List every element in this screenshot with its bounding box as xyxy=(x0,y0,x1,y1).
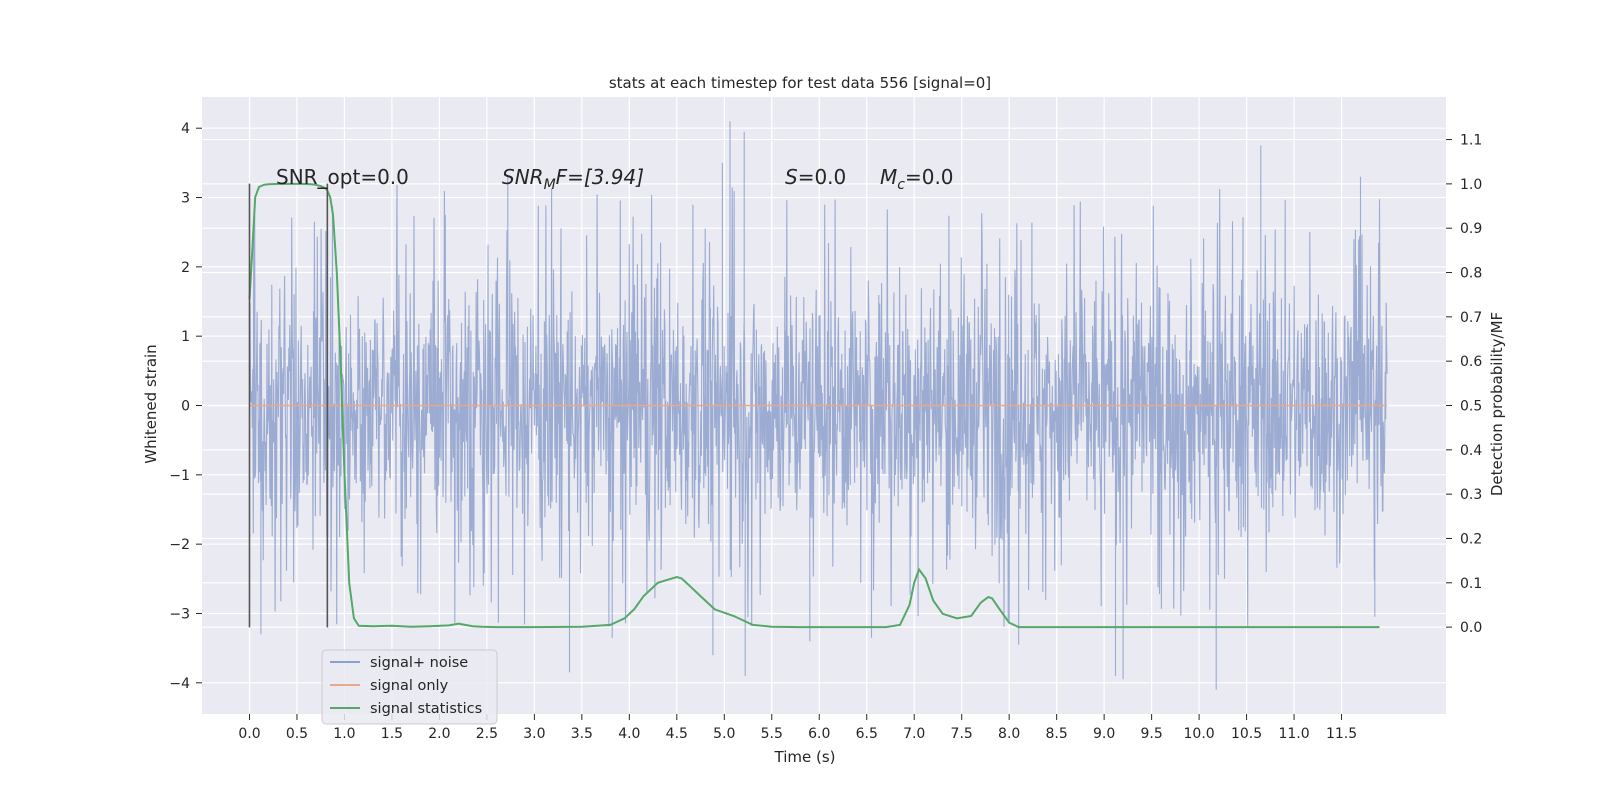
noise-series-line xyxy=(248,121,1388,690)
y2-tick-label: 0.8 xyxy=(1460,266,1482,282)
y2-tick-label: 0.3 xyxy=(1460,487,1482,503)
y-tick-label: 4 xyxy=(181,121,190,137)
x-tick-label: 2.5 xyxy=(476,726,498,742)
x-tick-label: 8.0 xyxy=(998,726,1020,742)
y2-tick-label: 1.0 xyxy=(1460,177,1482,193)
x-tick-label: 11.0 xyxy=(1278,726,1309,742)
x-tick-label: 6.0 xyxy=(808,726,830,742)
y-tick-label: 1 xyxy=(181,329,190,345)
y2-tick-label: 0.9 xyxy=(1460,221,1482,237)
x-tick-label: 6.5 xyxy=(856,726,878,742)
legend-box xyxy=(321,649,498,725)
y-axis-left-ticks: 4 3 2 1 0 −1 −2 −3 −4 xyxy=(169,121,202,692)
annotation-snr-mf-sub: M xyxy=(544,177,556,193)
x-tick-label: 0.0 xyxy=(238,726,260,742)
annotation-mc: Mc=0.0 xyxy=(880,165,954,193)
y-tick-label: −4 xyxy=(169,676,190,692)
y2-tick-label: 0.6 xyxy=(1460,354,1482,370)
annotation-s-label: S xyxy=(785,165,798,189)
x-tick-label: 4.5 xyxy=(666,726,688,742)
noise-series-layer xyxy=(248,121,1388,690)
legend-label-signal-statistics: signal statistics xyxy=(370,701,482,717)
y2-tick-label: 0.7 xyxy=(1460,310,1482,326)
y2-tick-label: 1.1 xyxy=(1460,133,1482,149)
x-axis-label: Time (s) xyxy=(774,748,836,766)
y2-axis-label: Detection probability/MF xyxy=(1488,312,1506,496)
annotation-snr-mf-rest: F=[3.94] xyxy=(556,165,644,189)
legend-label-noise: signal+ noise xyxy=(370,655,468,671)
y-tick-label: 0 xyxy=(181,399,190,415)
annotation-s: S=0.0 xyxy=(785,165,846,189)
annotation-snr-opt: SNR_opt=0.0 xyxy=(276,165,409,189)
annotation-snr-mf: SNRMF=[3.94] xyxy=(502,165,644,193)
x-tick-label: 3.5 xyxy=(571,726,593,742)
x-tick-label: 3.0 xyxy=(523,726,545,742)
x-tick-label: 1.5 xyxy=(381,726,403,742)
y2-tick-label: 0.2 xyxy=(1460,531,1482,547)
x-tick-label: 10.0 xyxy=(1184,726,1215,742)
x-tick-label: 11.5 xyxy=(1326,726,1357,742)
x-tick-label: 2.0 xyxy=(428,726,450,742)
x-tick-label: 7.0 xyxy=(903,726,925,742)
x-tick-label: 10.5 xyxy=(1231,726,1262,742)
annotation-mc-sub: c xyxy=(897,177,905,193)
y-tick-label: −3 xyxy=(169,606,190,622)
annotation-s-value: =0.0 xyxy=(798,165,847,189)
x-tick-label: 9.0 xyxy=(1093,726,1115,742)
y-tick-label: −2 xyxy=(169,537,190,553)
y-tick-label: −1 xyxy=(169,468,190,484)
x-axis-ticks: 0.0 0.5 1.0 1.5 2.0 2.5 3.0 3.5 4.0 4.5 5.0 5.5 6.0 6… xyxy=(238,714,1357,742)
annotation-mc-value: =0.0 xyxy=(905,165,954,189)
y-axis-right-ticks: 1.1 1.0 0.9 0.8 0.7 0.6 0.5 0.4 0.3 0.2 0.1 0.0 xyxy=(1446,133,1482,636)
x-tick-label: 8.5 xyxy=(1046,726,1068,742)
x-tick-label: 7.5 xyxy=(951,726,973,742)
x-tick-label: 4.0 xyxy=(618,726,640,742)
annotations: SNR_opt=0.0 SNRMF=[3.94] S=0.0 Mc=0.0 xyxy=(276,165,954,193)
x-tick-label: 1.0 xyxy=(333,726,355,742)
vertical-marker-lines xyxy=(248,183,329,628)
x-tick-label: 5.0 xyxy=(713,726,735,742)
legend: signal+ noise signal only signal statist… xyxy=(321,649,498,725)
signal-statistics-line xyxy=(248,182,1380,629)
annotation-snr-mf-base: SNR xyxy=(502,165,544,189)
y-tick-label: 3 xyxy=(181,191,190,207)
y-tick-label: 2 xyxy=(181,260,190,276)
legend-label-signal-only: signal only xyxy=(370,678,449,694)
x-tick-label: 5.5 xyxy=(761,726,783,742)
y-axis-label: Whitened strain xyxy=(142,344,160,463)
signal-statistics-layer xyxy=(248,182,1380,629)
y2-tick-label: 0.5 xyxy=(1460,399,1482,415)
y2-tick-label: 0.0 xyxy=(1460,620,1482,636)
x-tick-label: 0.5 xyxy=(286,726,308,742)
x-tick-label: 9.5 xyxy=(1140,726,1162,742)
y2-tick-label: 0.1 xyxy=(1460,576,1482,592)
annotation-mc-base: M xyxy=(880,165,897,189)
chart-title: stats at each timestep for test data 556… xyxy=(609,74,991,92)
y2-tick-label: 0.4 xyxy=(1460,443,1482,459)
